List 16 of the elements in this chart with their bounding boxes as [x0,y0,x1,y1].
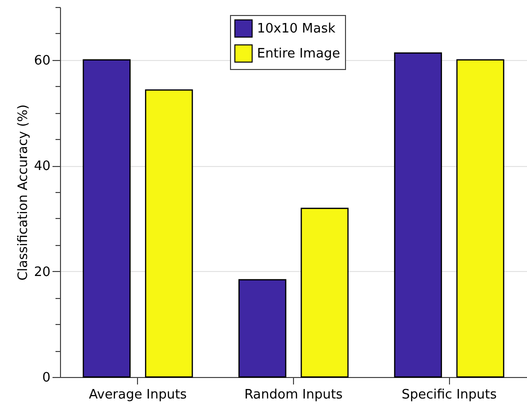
bar [145,89,193,378]
x-tick-label: Average Inputs [88,388,188,402]
y-axis-title: Classification Accuracy (%) [16,104,31,281]
bar [82,59,131,378]
bar [300,208,349,378]
bar [238,279,286,378]
y-tick-label: 0 [42,370,50,386]
y-tick-label: 40 [34,159,50,174]
legend-label: Entire Image [257,46,340,62]
y-tick-label: 60 [34,53,50,68]
legend-label: 10x10 Mask [257,22,336,36]
y-tick-label: 20 [34,264,50,280]
bar [394,52,442,378]
x-tick-label: Specific Inputs [402,388,497,402]
x-tick-label: Random Inputs [244,388,343,402]
bar [456,59,504,378]
